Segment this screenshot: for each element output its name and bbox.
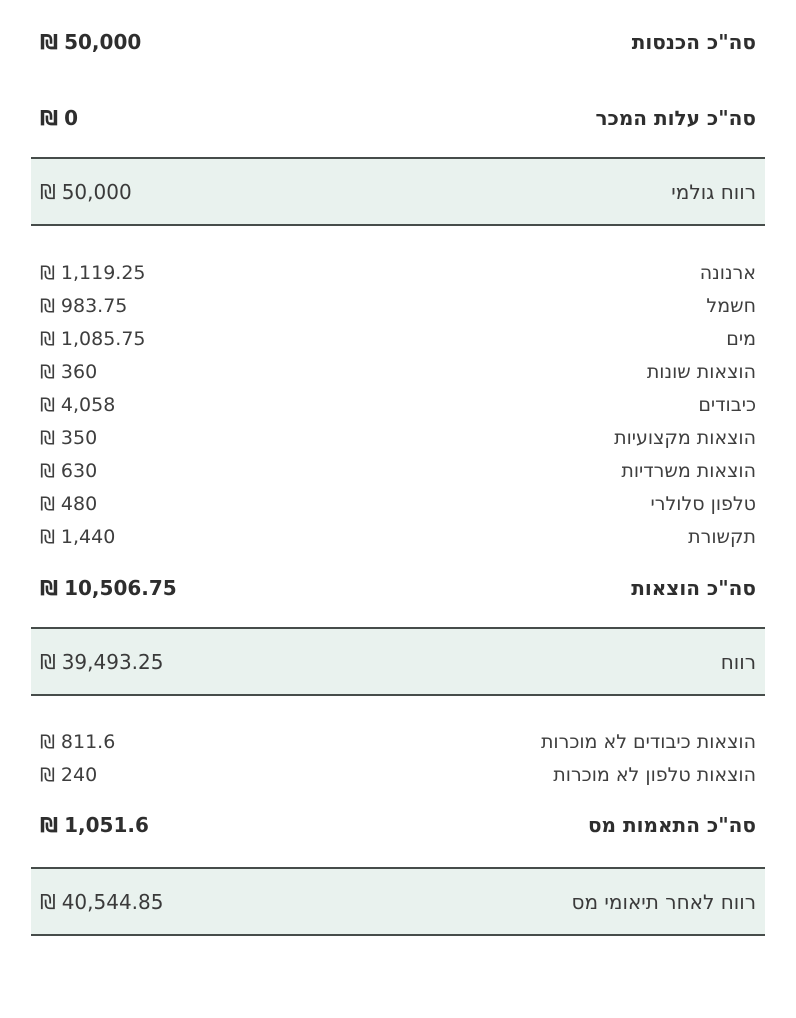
electricity-value: 983.75 <box>60 294 128 317</box>
shekel-symbol: ₪ <box>40 525 55 548</box>
professional-expenses-amount: ₪ 350 <box>40 427 97 449</box>
nondeductible-refreshments-amount: ₪ 811.6 <box>40 731 115 753</box>
refreshments-value: 4,058 <box>60 393 116 416</box>
profit-amount: ₪ 39,493.25 <box>40 650 163 674</box>
row-office-expenses: הוצאות משרדיות ₪ 630 <box>40 454 756 487</box>
total-tax-adjustments-label: סה"כ התאמות מס <box>587 813 756 837</box>
refreshments-label: כיבודים <box>698 393 756 416</box>
shekel-symbol: ₪ <box>40 649 56 674</box>
property-tax-label: ארנונה <box>699 261 756 284</box>
total-income-amount: ₪ 50,000 <box>40 30 141 54</box>
row-total-expenses: סה"כ הוצאות ₪ 10,506.75 <box>40 576 756 600</box>
professional-expenses-label: הוצאות מקצועיות <box>614 426 756 449</box>
communications-amount: ₪ 1,440 <box>40 526 115 548</box>
gross-profit-label: רווח גולמי <box>671 179 756 204</box>
shekel-symbol: ₪ <box>40 889 56 914</box>
shekel-symbol: ₪ <box>40 459 55 482</box>
nondeductible-refreshments-label: הוצאות כיבודים לא מוכרות <box>540 730 756 753</box>
shekel-symbol: ₪ <box>40 179 56 204</box>
electricity-label: חשמל <box>706 294 756 317</box>
total-income-label: סה"כ הכנסות <box>631 30 756 54</box>
refreshments-amount: ₪ 4,058 <box>40 394 115 416</box>
mobile-phone-value: 480 <box>60 492 98 515</box>
row-profit: רווח ₪ 39,493.25 <box>31 627 765 696</box>
shekel-symbol: ₪ <box>40 426 55 449</box>
water-label: מים <box>726 327 756 350</box>
mobile-phone-label: טלפון סלולרי <box>650 492 756 515</box>
gross-profit-amount: ₪ 50,000 <box>40 180 132 204</box>
shekel-symbol: ₪ <box>40 360 55 383</box>
total-expenses-label: סה"כ הוצאות <box>631 576 756 600</box>
nondeductible-phone-amount: ₪ 240 <box>40 764 97 786</box>
row-mobile-phone: טלפון סלולרי ₪ 480 <box>40 487 756 520</box>
row-communications: תקשורת ₪ 1,440 <box>40 520 756 553</box>
row-nondeductible-refreshments: הוצאות כיבודים לא מוכרות ₪ 811.6 <box>40 725 756 758</box>
row-total-income: סה"כ הכנסות ₪ 50,000 <box>40 30 756 54</box>
shekel-symbol: ₪ <box>40 730 55 753</box>
office-expenses-amount: ₪ 630 <box>40 460 97 482</box>
office-expenses-label: הוצאות משרדיות <box>621 459 756 482</box>
total-expenses-value: 10,506.75 <box>64 576 177 600</box>
water-amount: ₪ 1,085.75 <box>40 328 146 350</box>
row-nondeductible-phone: הוצאות טלפון לא מוכרות ₪ 240 <box>40 758 756 791</box>
total-cost-amount: ₪ 0 <box>40 106 78 130</box>
profit-loss-statement: סה"כ הכנסות ₪ 50,000 סה"כ עלות המכר ₪ 0 רו… <box>31 30 765 936</box>
profit-after-tax-label: רווח לאחר תיאומי מס <box>571 889 756 914</box>
shekel-symbol: ₪ <box>40 763 55 786</box>
electricity-amount: ₪ 983.75 <box>40 295 127 317</box>
nondeductible-refreshments-value: 811.6 <box>60 730 116 753</box>
profit-after-tax-amount: ₪ 40,544.85 <box>40 890 163 914</box>
total-cost-value: 0 <box>64 106 79 130</box>
shekel-symbol: ₪ <box>40 327 55 350</box>
shekel-symbol: ₪ <box>40 393 55 416</box>
row-electricity: חשמל ₪ 983.75 <box>40 289 756 322</box>
total-tax-adjustments-amount: ₪ 1,051.6 <box>40 813 149 837</box>
nondeductible-phone-value: 240 <box>60 763 98 786</box>
profit-value: 39,493.25 <box>61 649 164 674</box>
communications-label: תקשורת <box>688 525 756 548</box>
total-cost-label: סה"כ עלות המכר <box>595 106 756 130</box>
row-professional-expenses: הוצאות מקצועיות ₪ 350 <box>40 421 756 454</box>
tax-adjustment-list: הוצאות כיבודים לא מוכרות ₪ 811.6 הוצאות ט… <box>40 725 756 791</box>
shekel-symbol: ₪ <box>40 30 59 54</box>
row-total-cost-of-sales: סה"כ עלות המכר ₪ 0 <box>40 106 756 130</box>
shekel-symbol: ₪ <box>40 813 59 837</box>
row-water: מים ₪ 1,085.75 <box>40 322 756 355</box>
misc-expenses-value: 360 <box>60 360 98 383</box>
misc-expenses-label: הוצאות שונות <box>646 360 756 383</box>
row-refreshments: כיבודים ₪ 4,058 <box>40 388 756 421</box>
total-income-value: 50,000 <box>64 30 142 54</box>
total-tax-adjustments-value: 1,051.6 <box>64 813 149 837</box>
profit-label: רווח <box>720 649 756 674</box>
communications-value: 1,440 <box>60 525 116 548</box>
shekel-symbol: ₪ <box>40 294 55 317</box>
gross-profit-value: 50,000 <box>61 179 132 204</box>
expense-list: ארנונה ₪ 1,119.25 חשמל ₪ 983.75 מים ₪ 1,085… <box>40 256 756 553</box>
shekel-symbol: ₪ <box>40 576 59 600</box>
total-expenses-amount: ₪ 10,506.75 <box>40 576 177 600</box>
row-profit-after-tax: רווח לאחר תיאומי מס ₪ 40,544.85 <box>31 867 765 936</box>
row-misc-expenses: הוצאות שונות ₪ 360 <box>40 355 756 388</box>
row-total-tax-adjustments: סה"כ התאמות מס ₪ 1,051.6 <box>40 813 756 837</box>
office-expenses-value: 630 <box>60 459 98 482</box>
shekel-symbol: ₪ <box>40 261 55 284</box>
water-value: 1,085.75 <box>60 327 146 350</box>
row-property-tax: ארנונה ₪ 1,119.25 <box>40 256 756 289</box>
mobile-phone-amount: ₪ 480 <box>40 493 97 515</box>
row-gross-profit: רווח גולמי ₪ 50,000 <box>31 157 765 226</box>
nondeductible-phone-label: הוצאות טלפון לא מוכרות <box>553 763 756 786</box>
property-tax-value: 1,119.25 <box>60 261 146 284</box>
misc-expenses-amount: ₪ 360 <box>40 361 97 383</box>
shekel-symbol: ₪ <box>40 106 59 130</box>
property-tax-amount: ₪ 1,119.25 <box>40 262 146 284</box>
professional-expenses-value: 350 <box>60 426 98 449</box>
profit-after-tax-value: 40,544.85 <box>61 889 164 914</box>
shekel-symbol: ₪ <box>40 492 55 515</box>
